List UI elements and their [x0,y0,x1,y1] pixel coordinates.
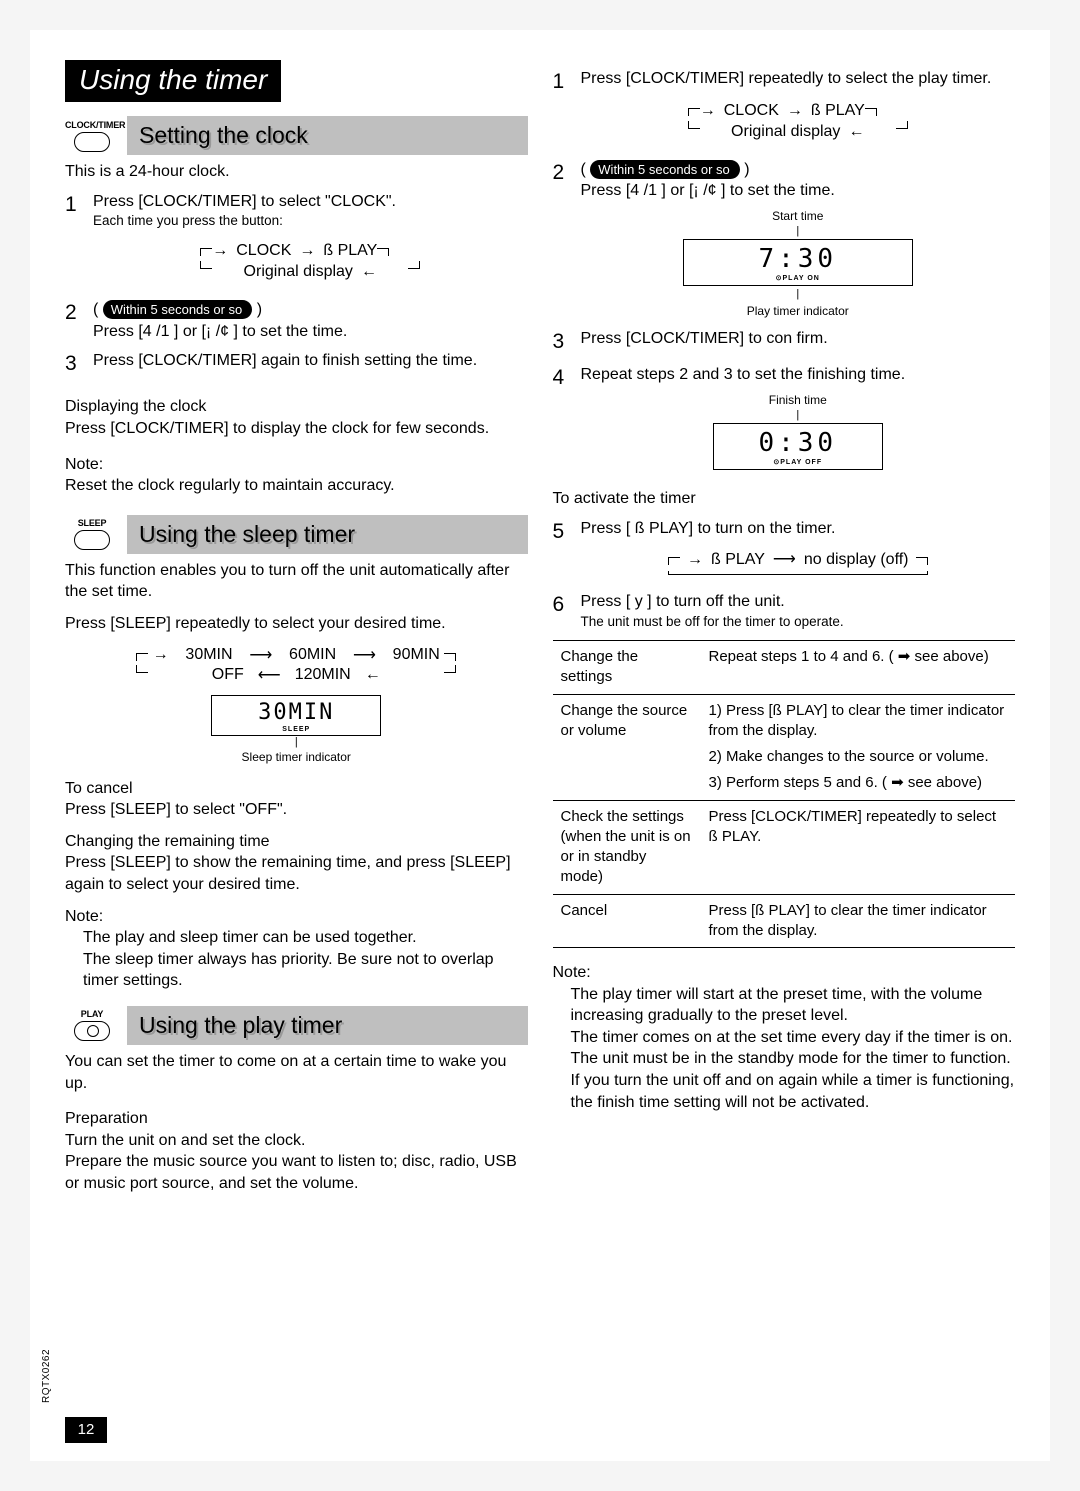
section-play-timer: PLAY Using the play timer Using the play… [65,1006,528,1045]
step: 3 Press [CLOCK/TIMER] to con ﬁrm. [553,328,1016,356]
table-row: CancelPress [ß PLAY] to clear the timer … [553,894,1016,948]
doc-code: RQTX0262 [41,1349,52,1403]
play-timer-table: Change the settingsRepeat steps 1 to 4 a… [553,640,1016,948]
clock-cycle-diagram: →CLOCK→ß PLAY Original display← [93,240,528,283]
start-time-display: 7:30 ⊙PLAY ON [683,239,913,286]
step: 1 Press [CLOCK/TIMER] to select "CLOCK".… [65,191,528,291]
step: 2 ( Within 5 seconds or so ) Press [4 /1… [553,159,1016,320]
section-setting-clock: CLOCK/TIMER Setting the clock Setting th… [65,116,528,155]
table-row: Check the settings (when the unit is on … [553,800,1016,894]
table-row: Change the settingsRepeat steps 1 to 4 a… [553,641,1016,695]
within-pill: Within 5 seconds or so [103,300,253,320]
button-outline-icon [74,530,110,550]
sleep-display: 30MIN SLEEP | Sleep timer indicator [65,695,528,764]
page-number: 12 [65,1417,107,1443]
play-icon: PLAY [65,1009,119,1041]
play-steps: 1 Press [CLOCK/TIMER] repeatedly to sele… [553,68,1016,470]
play-cycle-diagram: →CLOCK→ß PLAY Original display← [581,100,1016,143]
main-title: Using the timer [65,60,281,102]
step: 5 Press [ ß PLAY] to turn on the timer. … [553,518,1016,583]
section-sleep-timer: SLEEP Using the sleep timer Using the sl… [65,515,528,554]
sleep-cycle-diagram: →30MIN⟶60MIN⟶90MIN OFF⟵120MIN← [65,645,528,685]
manual-page: Using the timer CLOCK/TIMER Setting the … [30,30,1050,1461]
section-header: Setting the clock Setting the clock [127,116,528,155]
left-column: Using the timer CLOCK/TIMER Setting the … [65,60,528,1195]
button-outline-icon [74,1021,110,1041]
sleep-icon: SLEEP [65,518,119,550]
step: 6 Press [ y ] to turn off the unit. The … [553,591,1016,630]
step: 3 Press [CLOCK/TIMER] again to ﬁnish set… [65,350,528,378]
table-row: Change the source or volume 1) Press [ß … [553,694,1016,800]
button-outline-icon [74,132,110,152]
right-column: 1 Press [CLOCK/TIMER] repeatedly to sele… [553,60,1016,1195]
step: 4 Repeat steps 2 and 3 to set the ﬁnishi… [553,364,1016,470]
displaying-clock-h: Displaying the clock [65,396,528,418]
step: 2 ( Within 5 seconds or so ) Press [4 /1… [65,299,528,342]
finish-time-display: 0:30 ⊙PLAY OFF [713,423,883,470]
clock-timer-icon: CLOCK/TIMER [65,120,119,152]
clock-24-note: This is a 24-hour clock. [65,161,528,183]
clock-steps: 1 Press [CLOCK/TIMER] to select "CLOCK".… [65,191,528,379]
step: 1 Press [CLOCK/TIMER] repeatedly to sele… [553,68,1016,151]
